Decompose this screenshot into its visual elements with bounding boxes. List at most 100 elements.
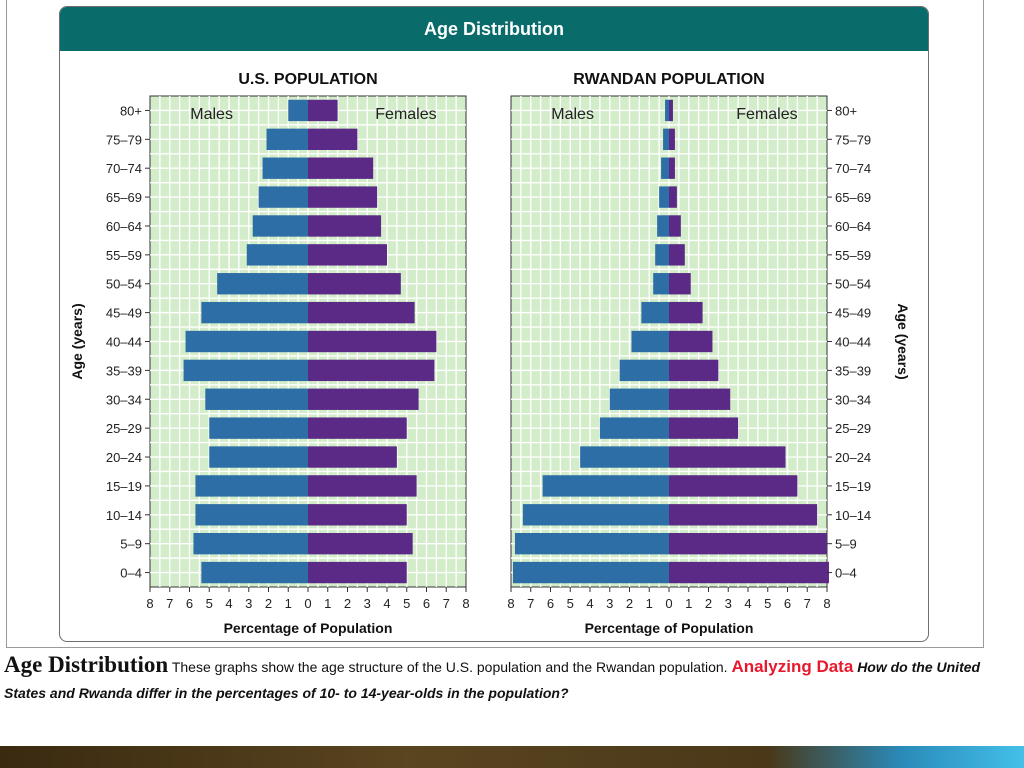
us-x-tick-label: 0: [304, 596, 311, 611]
us-y-tick-label: 0–4: [120, 566, 142, 581]
caption-body: These graphs show the age structure of t…: [171, 659, 728, 675]
us-y-tick-label: 45–49: [106, 306, 142, 321]
us-chart-title: U.S. POPULATION: [238, 71, 377, 88]
us-female-bar: [308, 359, 435, 382]
rwanda-female-bar: [669, 186, 677, 208]
rwanda-chart-title: RWANDAN POPULATION: [573, 71, 764, 88]
rwanda-y-tick-label: 25–29: [835, 421, 871, 436]
us-female-bar: [308, 532, 413, 555]
rwanda-y-tick-label: 60–64: [835, 219, 871, 234]
rwanda-x-tick-label: 8: [507, 596, 514, 611]
us-x-tick-label: 2: [265, 596, 272, 611]
us-female-bar: [308, 417, 407, 439]
rwanda-male-bar: [599, 417, 669, 439]
rwanda-female-bar: [669, 330, 713, 353]
us-female-bar: [308, 99, 338, 122]
rwanda-male-bar: [641, 301, 669, 324]
us-female-bar: [308, 330, 437, 353]
us-male-bar: [262, 157, 308, 179]
rwanda-male-bar: [663, 128, 669, 151]
population-pyramids: Males Females U.S. POPULATION 80+ 75–79 70–74…: [69, 71, 911, 636]
us-y-axis-label: Age (years): [69, 303, 85, 379]
rwanda-x-tick-label: 7: [804, 596, 811, 611]
rwanda-y-tick-label: 5–9: [835, 537, 857, 552]
rwanda-x-tick-label: 3: [725, 596, 732, 611]
us-male-bar: [252, 215, 308, 237]
rwanda-male-bar: [522, 504, 669, 526]
us-female-bar: [308, 504, 407, 526]
us-x-tick-label: 5: [206, 596, 213, 611]
rwanda-x-tick-label: 1: [685, 596, 692, 611]
rwanda-y-tick-label: 0–4: [835, 566, 857, 581]
us-female-bar: [308, 301, 415, 324]
rwanda-y-tick-label: 15–19: [835, 479, 871, 494]
us-y-tick-label: 20–24: [106, 450, 142, 465]
us-legend-females: Females: [375, 106, 436, 123]
us-y-tick-label: 35–39: [106, 363, 142, 378]
us-male-bar: [288, 99, 308, 122]
us-x-tick-label: 2: [344, 596, 351, 611]
rwanda-y-tick-label: 75–79: [835, 132, 871, 147]
us-x-tick-label: 4: [383, 596, 390, 611]
us-x-tick-label: 8: [462, 596, 469, 611]
rwanda-female-bar: [669, 99, 673, 122]
rwanda-female-bar: [669, 532, 827, 555]
us-y-tick-label: 25–29: [106, 421, 142, 436]
us-x-tick-label: 3: [364, 596, 371, 611]
us-male-bar: [201, 561, 308, 584]
us-x-tick-label: 4: [225, 596, 232, 611]
rwanda-female-bar: [669, 359, 719, 382]
us-male-bar: [205, 388, 308, 410]
rwanda-y-tick-label: 35–39: [835, 363, 871, 378]
us-male-bar: [195, 475, 308, 497]
us-female-bar: [308, 446, 397, 468]
rwanda-x-tick-label: 6: [547, 596, 554, 611]
rwanda-female-bar: [669, 388, 731, 410]
caption-title: Age Distribution: [4, 652, 169, 677]
us-x-tick-label: 7: [166, 596, 173, 611]
rwanda-female-bar: [669, 561, 829, 584]
us-x-tick-label: 5: [403, 596, 410, 611]
rwanda-y-tick-label: 55–59: [835, 248, 871, 263]
us-female-bar: [308, 186, 378, 208]
rwanda-male-bar: [655, 244, 669, 266]
rwanda-x-axis-label: Percentage of Population: [585, 620, 754, 636]
us-y-tick-label: 70–74: [106, 161, 142, 176]
rwanda-y-tick-label: 20–24: [835, 450, 871, 465]
us-y-tick-label: 65–69: [106, 190, 142, 205]
rwanda-male-bar: [631, 330, 669, 353]
slide-frame: [6, 0, 984, 648]
us-female-bar: [308, 215, 382, 237]
rwanda-female-bar: [669, 301, 703, 324]
us-male-bar: [217, 273, 308, 295]
us-x-tick-label: 7: [443, 596, 450, 611]
rwanda-male-bar: [659, 186, 669, 208]
rwanda-male-bar: [619, 359, 669, 382]
rwanda-male-bar: [514, 532, 669, 555]
rwanda-female-bar: [669, 475, 798, 497]
us-y-tick-label: 60–64: [106, 219, 142, 234]
us-male-bar: [246, 244, 308, 266]
us-female-bar: [308, 273, 401, 295]
rwanda-x-tick-label: 4: [586, 596, 593, 611]
rwanda-legend-males: Males: [551, 106, 594, 123]
rwanda-y-tick-label: 65–69: [835, 190, 871, 205]
rwanda-legend-females: Females: [736, 106, 797, 123]
us-y-tick-label: 55–59: [106, 248, 142, 263]
rwanda-y-tick-label: 50–54: [835, 277, 871, 292]
us-y-tick-label: 80+: [120, 103, 142, 118]
rwanda-male-bar: [657, 215, 669, 237]
us-x-tick-label: 1: [285, 596, 292, 611]
caption: Age Distribution These graphs show the a…: [4, 652, 1004, 706]
us-female-bar: [308, 157, 374, 179]
rwanda-female-bar: [669, 273, 691, 295]
rwanda-x-tick-label: 2: [705, 596, 712, 611]
us-male-bar: [195, 504, 308, 526]
us-y-tick-label: 30–34: [106, 392, 142, 407]
rwanda-x-tick-label: 1: [646, 596, 653, 611]
rwanda-male-bar: [665, 99, 669, 122]
us-female-bar: [308, 128, 358, 151]
us-y-tick-label: 10–14: [106, 508, 142, 523]
footer-bar: [0, 746, 1024, 768]
